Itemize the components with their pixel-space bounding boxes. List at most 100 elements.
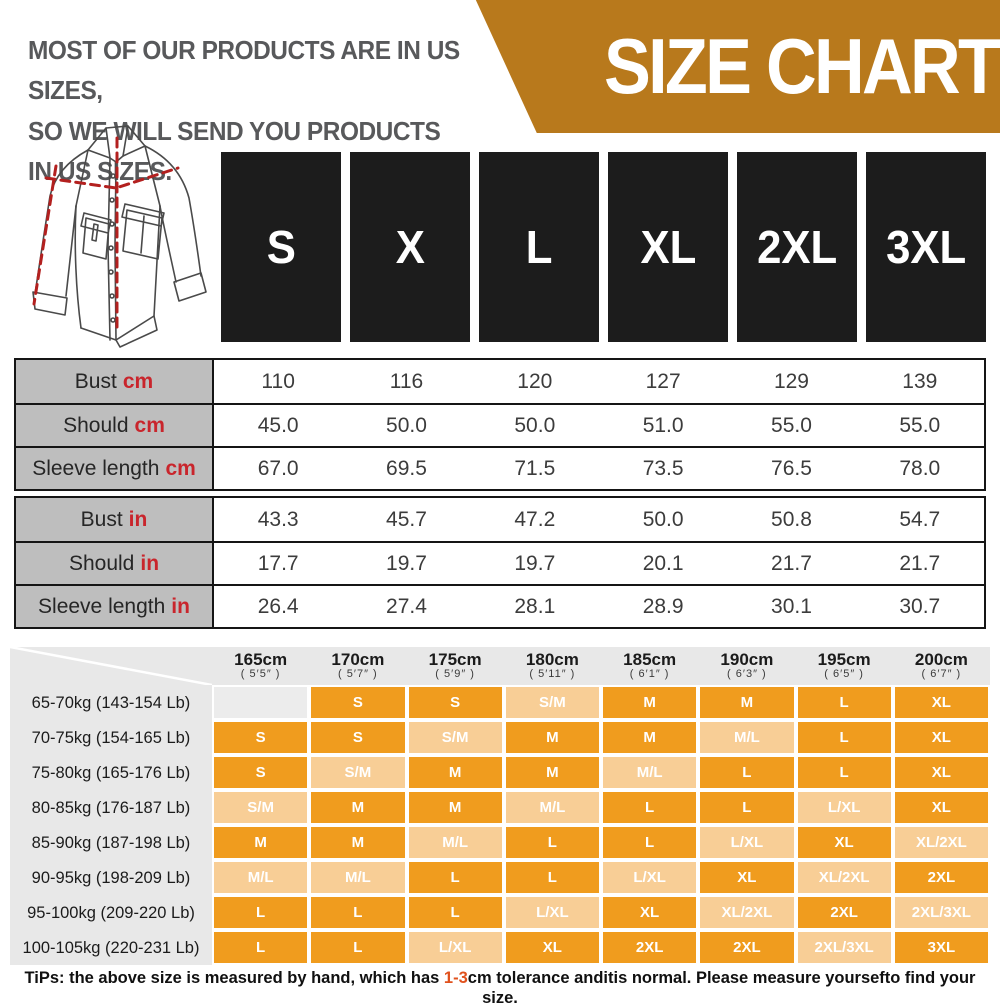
matrix-size-cell: L bbox=[309, 930, 407, 965]
measure-value: 45.0 bbox=[257, 413, 299, 437]
matrix-size-cell: M/L bbox=[309, 860, 407, 895]
size-box-label: S bbox=[266, 221, 296, 273]
matrix-weight-label: 100-105kg (220-231 Lb) bbox=[22, 937, 200, 957]
shoulder-measure-line bbox=[44, 166, 180, 190]
matrix-height-header: 175cm( 5′9″ ) bbox=[407, 647, 504, 685]
measure-value: 67.0 bbox=[257, 456, 299, 480]
measure-value: 139 bbox=[902, 369, 938, 393]
size-box-xl: XL bbox=[608, 152, 728, 342]
measure-value: 28.9 bbox=[642, 594, 684, 618]
height-ft-label: ( 6′1″ ) bbox=[629, 668, 670, 681]
measure-value: 17.7 bbox=[257, 551, 299, 575]
measure-value: 30.7 bbox=[899, 594, 941, 618]
height-cm-label: 165cm bbox=[234, 650, 288, 670]
size-box-label: X bbox=[395, 221, 425, 273]
measure-value: 20.1 bbox=[642, 551, 684, 575]
height-cm-label: 170cm bbox=[331, 650, 385, 670]
matrix-weight-label: 80-85kg (176-187 Lb) bbox=[31, 797, 191, 817]
matrix-size-cell: 2XL bbox=[601, 930, 699, 965]
matrix-size-cell: M/L bbox=[698, 720, 796, 755]
measure-value: 45.7 bbox=[386, 507, 427, 531]
matrix-height-header: 170cm( 5′7″ ) bbox=[309, 647, 406, 685]
matrix-size-cell: L bbox=[309, 895, 407, 930]
matrix-size-cell: M bbox=[212, 825, 310, 860]
matrix-height-header: 195cm( 6′5″ ) bbox=[796, 647, 893, 685]
matrix-size-cell: M bbox=[406, 755, 504, 790]
measure-value: 120 bbox=[517, 369, 553, 393]
matrix-size-cell: L/XL bbox=[601, 860, 699, 895]
matrix-size-cell: L bbox=[698, 755, 796, 790]
matrix-size-cell: S/M bbox=[309, 755, 407, 790]
measure-value: 51.0 bbox=[642, 413, 684, 437]
matrix-size-cell: L/XL bbox=[795, 790, 893, 825]
size-box-s: S bbox=[221, 152, 341, 342]
row-label: Should in bbox=[16, 543, 214, 584]
matrix-size-cell: L bbox=[601, 790, 699, 825]
matrix-size-cell: XL bbox=[892, 790, 990, 825]
measure-value: 50.0 bbox=[386, 413, 427, 437]
row-label: Sleeve length in bbox=[16, 586, 214, 627]
size-box-label: 2XL bbox=[756, 221, 838, 273]
matrix-size-cell: S bbox=[212, 755, 310, 790]
measure-value: 21.7 bbox=[771, 551, 812, 575]
matrix-size-cell: S bbox=[212, 720, 310, 755]
jacket-outline-icon bbox=[32, 125, 207, 348]
matrix-size-cell: L bbox=[406, 860, 504, 895]
row-label: Bust cm bbox=[16, 360, 214, 403]
size-box-label: L bbox=[525, 221, 553, 273]
matrix-size-cell: S/M bbox=[503, 685, 601, 720]
size-boxes-row: S X L XL 2XL 3XL bbox=[221, 152, 986, 342]
measure-value: 55.0 bbox=[899, 413, 941, 437]
measure-label: Should bbox=[63, 413, 129, 437]
matrix-size-cell: XL bbox=[892, 685, 990, 720]
tips-lead: TiPs: the above size is measured by hand… bbox=[24, 968, 444, 987]
matrix-height-header: 185cm( 6′1″ ) bbox=[601, 647, 698, 685]
matrix-size-cell: M/L bbox=[601, 755, 699, 790]
matrix-size-cell: XL bbox=[795, 825, 893, 860]
table-row: Should cm 45.0 50.0 50.0 51.0 55.0 55.0 bbox=[16, 403, 984, 446]
height-ft-label: ( 5′11″ ) bbox=[529, 668, 576, 681]
matrix-height-header: 200cm( 6′7″ ) bbox=[893, 647, 990, 685]
tips-tolerance-highlight: 1-3 bbox=[443, 968, 468, 987]
table-row: Bust in 43.3 45.7 47.2 50.0 50.8 54.7 bbox=[16, 498, 984, 541]
matrix-size-cell: L bbox=[601, 825, 699, 860]
size-box-l: L bbox=[479, 152, 599, 342]
measure-value: 55.0 bbox=[771, 413, 812, 437]
height-cm-label: 190cm bbox=[720, 650, 774, 670]
height-ft-label: ( 6′5″ ) bbox=[824, 668, 864, 681]
title-banner: SIZE CHART bbox=[475, 0, 1000, 133]
table-row: Sleeve length cm 67.0 69.5 71.5 73.5 76.5 78.0 bbox=[16, 446, 984, 489]
matrix-size-cell: M bbox=[406, 790, 504, 825]
matrix-size-cell: 2XL bbox=[892, 860, 990, 895]
matrix-corner-cell bbox=[10, 647, 212, 685]
matrix-size-cell: L bbox=[698, 790, 796, 825]
matrix-size-cell: S/M bbox=[406, 720, 504, 755]
measure-value: 21.7 bbox=[899, 551, 941, 575]
measure-value: 110 bbox=[261, 369, 295, 393]
height-weight-matrix: 165cm( 5′5″ ) 170cm( 5′7″ ) 175cm( 5′9″ ) 1… bbox=[10, 647, 990, 965]
measure-value: 28.1 bbox=[514, 594, 556, 618]
measure-label: Sleeve length bbox=[32, 456, 160, 480]
matrix-size-cell: L bbox=[795, 685, 893, 720]
row-label: Sleeve length cm bbox=[16, 448, 214, 489]
matrix-size-cell: XL/2XL bbox=[795, 860, 893, 895]
matrix-size-cell: L bbox=[503, 825, 601, 860]
matrix-size-cell: M bbox=[601, 685, 699, 720]
height-cm-label: 200cm bbox=[914, 650, 968, 670]
measure-value: 116 bbox=[389, 369, 424, 393]
page-title: SIZE CHART bbox=[604, 22, 1000, 110]
measurements-table-cm: Bust cm 110 116 120 127 129 139 Should cm 45.0 50.0… bbox=[14, 358, 986, 491]
measure-label: Bust bbox=[80, 507, 123, 531]
matrix-size-cell: L bbox=[795, 720, 893, 755]
measure-unit: cm bbox=[122, 369, 154, 393]
matrix-size-cell: S/M bbox=[212, 790, 310, 825]
height-cm-label: 195cm bbox=[817, 650, 871, 670]
measure-value: 19.7 bbox=[386, 551, 427, 575]
height-ft-label: ( 6′7″ ) bbox=[921, 668, 962, 681]
matrix-height-header: 180cm( 5′11″ ) bbox=[504, 647, 601, 685]
matrix-size-cell: XL/2XL bbox=[698, 895, 796, 930]
matrix-weight-label: 95-100kg (209-220 Lb) bbox=[27, 902, 195, 922]
table-row: Sleeve length in 26.4 27.4 28.1 28.9 30.1 30.7 bbox=[16, 584, 984, 627]
matrix-size-cell: M bbox=[309, 790, 407, 825]
